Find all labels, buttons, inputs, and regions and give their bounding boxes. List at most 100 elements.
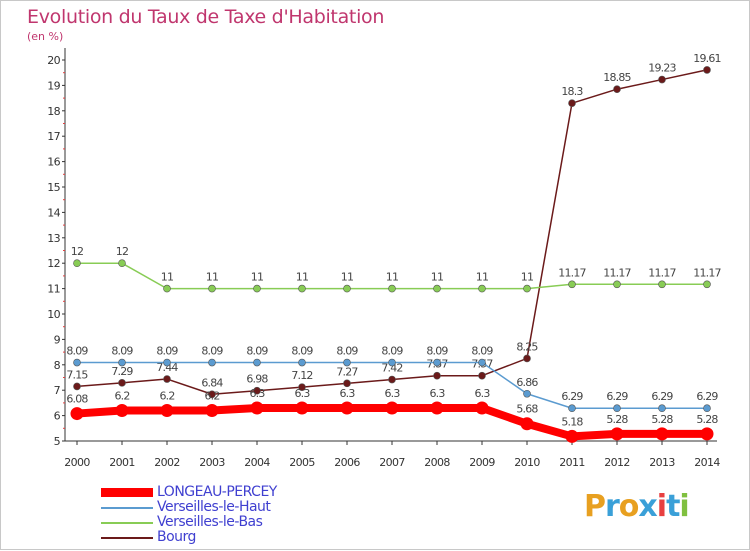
data-point-verseilles-le-haut <box>118 358 126 367</box>
data-point-verseilles-le-bas <box>613 280 621 289</box>
data-label-verseilles-le-haut: 8.09 <box>156 345 178 358</box>
data-point-verseilles-le-bas <box>433 284 441 293</box>
data-label-verseilles-le-haut: 8.09 <box>291 345 313 358</box>
data-label-verseilles-le-haut: 8.09 <box>336 345 358 358</box>
data-label-bourg: 18.85 <box>603 71 631 84</box>
data-label-verseilles-le-bas: 11 <box>296 271 308 284</box>
data-point-verseilles-le-haut <box>568 404 576 413</box>
data-point-longeau-percey <box>475 401 489 415</box>
y-tick-label: 5 <box>54 435 61 448</box>
data-label-bourg: 19.23 <box>648 62 676 75</box>
legend-label-bourg: Bourg <box>157 529 196 545</box>
x-tick-label: 2006 <box>334 456 360 469</box>
legend-swatch-bourg <box>101 536 153 539</box>
data-label-longeau-percey: 6.3 <box>294 387 310 400</box>
legend-label-verseilles-le-haut: Verseilles-le-Haut <box>157 499 271 515</box>
data-point-verseilles-le-haut <box>658 404 666 413</box>
data-label-bourg: 6.84 <box>201 376 223 389</box>
logo-letter: P <box>584 489 606 524</box>
x-tick-label: 2010 <box>514 456 540 469</box>
legend-swatch-verseilles-le-bas <box>101 521 153 524</box>
x-tick-label: 2012 <box>604 456 630 469</box>
x-tick-label: 2002 <box>154 456 180 469</box>
data-label-verseilles-le-bas: 12 <box>71 245 83 258</box>
data-label-longeau-percey: 6.3 <box>339 387 355 400</box>
data-label-longeau-percey: 6.3 <box>384 387 400 400</box>
y-tick-label: 10 <box>47 308 60 321</box>
data-label-bourg: 7.15 <box>66 368 88 381</box>
y-tick-label: 18 <box>47 105 60 118</box>
y-tick-label: 13 <box>47 232 60 245</box>
legend-swatch-longeau-percey <box>101 488 153 497</box>
data-label-verseilles-le-bas: 11 <box>251 271 263 284</box>
data-label-verseilles-le-haut: 8.09 <box>426 345 448 358</box>
y-tick-label: 20 <box>47 54 60 67</box>
y-tick-label: 9 <box>54 333 61 346</box>
data-label-longeau-percey: 6.08 <box>66 393 88 406</box>
y-tick-label: 19 <box>47 79 60 92</box>
data-label-verseilles-le-bas: 11 <box>521 271 533 284</box>
data-label-longeau-percey: 6.2 <box>114 390 129 403</box>
data-point-bourg <box>253 386 261 395</box>
data-label-longeau-percey: 6.2 <box>159 390 174 403</box>
data-label-verseilles-le-bas: 11 <box>161 271 173 284</box>
data-point-verseilles-le-haut <box>298 358 306 367</box>
data-label-verseilles-le-bas: 11 <box>476 271 488 284</box>
data-point-longeau-percey <box>295 401 309 415</box>
data-point-longeau-percey <box>520 417 534 431</box>
data-point-longeau-percey <box>250 401 264 415</box>
x-tick-label: 2009 <box>469 456 495 469</box>
data-point-bourg <box>343 379 351 388</box>
data-point-verseilles-le-haut <box>208 358 216 367</box>
x-tick-label: 2000 <box>64 456 90 469</box>
data-label-verseilles-le-haut: 6.29 <box>561 390 583 403</box>
data-label-verseilles-le-bas: 12 <box>116 245 128 258</box>
data-point-verseilles-le-bas <box>118 259 126 268</box>
data-point-bourg <box>388 375 396 384</box>
y-tick-label: 14 <box>47 206 60 219</box>
data-point-verseilles-le-bas <box>253 284 261 293</box>
logo-letter: x <box>638 489 657 524</box>
legend-item-verseilles-le-haut: Verseilles-le-Haut <box>101 500 277 515</box>
data-label-longeau-percey: 6.3 <box>429 387 445 400</box>
y-tick-label: 16 <box>47 156 60 169</box>
data-label-verseilles-le-bas: 11 <box>431 271 443 284</box>
data-point-longeau-percey <box>205 404 219 418</box>
data-point-bourg <box>478 371 486 380</box>
data-label-verseilles-le-bas: 11.17 <box>603 266 631 279</box>
data-point-verseilles-le-bas <box>523 284 531 293</box>
data-point-bourg <box>298 383 306 391</box>
data-point-verseilles-le-bas <box>73 259 81 268</box>
legend-item-longeau-percey: LONGEAU-PERCEY <box>101 485 277 500</box>
data-point-verseilles-le-haut <box>253 358 261 367</box>
proxiti-logo: Proxiti <box>584 489 690 524</box>
data-point-verseilles-le-bas <box>568 280 576 289</box>
data-label-verseilles-le-bas: 11 <box>206 271 218 284</box>
x-tick-label: 2014 <box>694 456 720 469</box>
chart-legend: LONGEAU-PERCEY Verseilles-le-Haut Verseill… <box>101 485 277 545</box>
legend-item-bourg: Bourg <box>101 530 277 545</box>
data-point-verseilles-le-haut <box>478 358 486 367</box>
logo-letter: r <box>605 489 620 524</box>
x-tick-label: 2005 <box>289 456 315 469</box>
data-label-bourg: 19.61 <box>693 52 721 65</box>
data-point-verseilles-le-bas <box>658 280 666 289</box>
data-label-verseilles-le-haut: 8.09 <box>381 345 403 358</box>
legend-item-verseilles-le-bas: Verseilles-le-Bas <box>101 515 277 530</box>
data-point-verseilles-le-bas <box>163 284 171 293</box>
data-label-verseilles-le-haut: 8.09 <box>111 345 133 358</box>
data-label-longeau-percey: 6.3 <box>474 387 490 400</box>
y-tick-label: 11 <box>47 283 60 296</box>
data-point-bourg <box>523 354 531 363</box>
data-label-verseilles-le-haut: 6.86 <box>516 376 538 389</box>
data-label-verseilles-le-bas: 11.17 <box>558 266 586 279</box>
data-label-longeau-percey: 6.2 <box>204 390 219 403</box>
data-point-bourg <box>163 375 171 383</box>
data-point-longeau-percey <box>565 429 579 443</box>
data-point-longeau-percey <box>700 427 714 441</box>
y-tick-label: 17 <box>47 130 60 143</box>
data-label-bourg: 8.25 <box>516 340 538 353</box>
data-point-bourg <box>658 75 666 84</box>
